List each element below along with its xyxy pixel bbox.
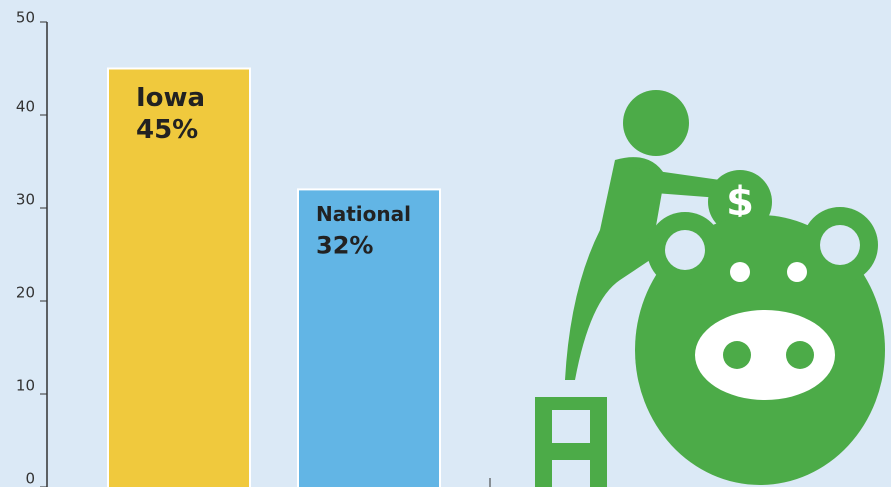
bar-value-label: 45%	[136, 115, 198, 145]
y-tick-label: 20	[16, 284, 35, 302]
y-tick-label: 30	[16, 191, 35, 209]
y-tick-label: 10	[16, 377, 35, 395]
y-tick-label: 0	[25, 470, 35, 487]
bar-category-label: Iowa	[136, 83, 205, 113]
bar-value-label: 32%	[316, 231, 373, 259]
y-tick-label: 40	[16, 98, 35, 116]
y-tick-label: 50	[16, 9, 35, 27]
chart: $ 01020304050Iowa45%National32%	[0, 0, 891, 487]
bar-category-label: National	[316, 202, 411, 226]
page: $ 01020304050Iowa45%National32% (() => {…	[0, 0, 891, 487]
